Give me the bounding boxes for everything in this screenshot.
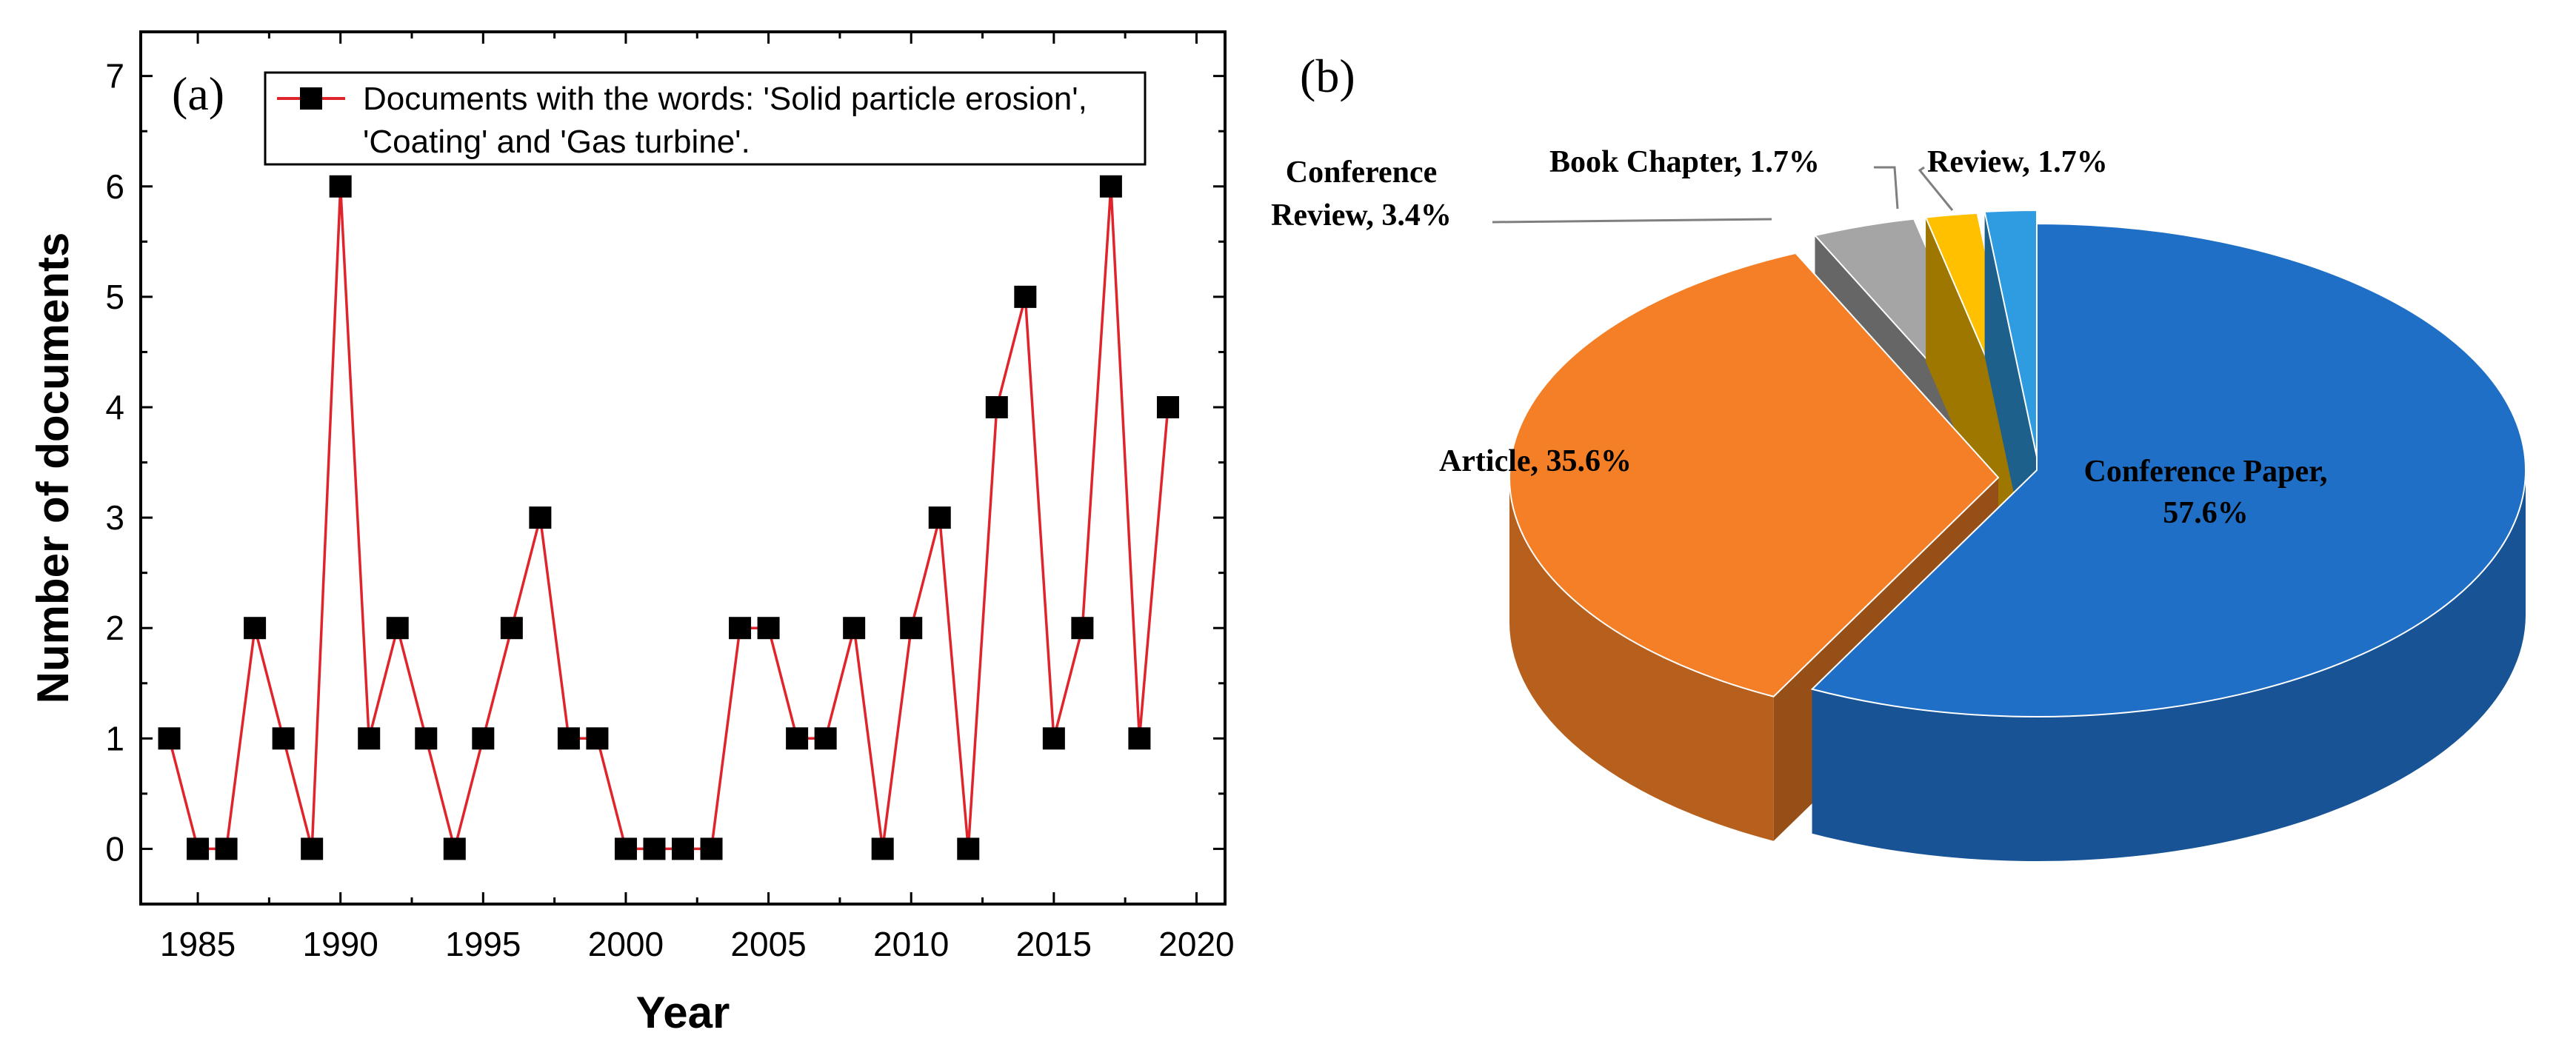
data-point xyxy=(729,617,752,640)
slice-top xyxy=(1509,252,2000,697)
panel-label-a: (a) xyxy=(172,67,224,120)
legend-box xyxy=(264,71,1147,166)
pie-label: Article, 35.6% xyxy=(1439,444,1632,478)
pie-label: Review, 1.7% xyxy=(1927,145,2108,179)
y-tick-label: 2 xyxy=(105,609,124,647)
slice-top xyxy=(1810,222,2526,717)
x-axis-title: Year xyxy=(636,988,730,1037)
data-point xyxy=(329,175,352,198)
data-point xyxy=(814,727,837,750)
legend-text-line-1: Documents with the words: 'Solid particl… xyxy=(363,81,1087,117)
y-tick-labels: 0 1 2 3 4 5 6 7 xyxy=(105,57,124,869)
data-point xyxy=(672,837,694,860)
plot-frame xyxy=(139,30,1227,906)
pie xyxy=(1509,209,2526,861)
data-point xyxy=(244,617,267,640)
data-point xyxy=(1128,727,1151,750)
data-point xyxy=(500,617,523,640)
data-point xyxy=(586,727,609,750)
legend-text-line-2: 'Coating' and 'Gas turbine'. xyxy=(363,124,750,160)
x-tick-label: 2020 xyxy=(1158,925,1234,963)
y-tick-label: 0 xyxy=(105,829,124,868)
slice-top xyxy=(1983,209,2038,458)
data-point xyxy=(1156,395,1179,418)
data-point xyxy=(272,727,295,750)
data-point xyxy=(957,837,980,860)
data-point xyxy=(900,617,923,640)
legend: Documents with the words: 'Solid particl… xyxy=(264,71,1147,166)
axis-ticks xyxy=(141,32,1225,904)
series-polyline xyxy=(167,186,1169,854)
data-point xyxy=(1014,285,1037,308)
data-point xyxy=(158,727,181,750)
panel-label-b: (b) xyxy=(1300,50,1355,102)
data-point xyxy=(700,837,723,860)
slice-side xyxy=(1509,478,1774,841)
y-tick-label: 6 xyxy=(105,167,124,206)
data-point xyxy=(614,837,637,860)
data-point xyxy=(415,727,438,750)
pie-label: Conference xyxy=(1286,155,1437,190)
x-tick-labels: 1985 1990 1995 2000 2005 2010 2015 2020 xyxy=(160,925,1235,963)
y-axis-title: Number of documents xyxy=(28,232,78,704)
data-point xyxy=(1099,175,1122,198)
data-point xyxy=(643,837,666,860)
data-point xyxy=(215,837,238,860)
data-point xyxy=(472,727,495,750)
pie-labels: Conference Paper, 57.6% Article, 35.6% Conf… xyxy=(1271,145,2327,530)
series-markers xyxy=(158,175,1179,860)
data-point xyxy=(757,617,780,640)
data-point xyxy=(386,617,409,640)
pie-label: Book Chapter, 1.7% xyxy=(1549,145,1820,179)
data-point xyxy=(985,395,1008,418)
slice-side xyxy=(1812,470,2526,861)
data-point xyxy=(1071,617,1094,640)
pie-slice-conference-paper xyxy=(1810,222,2526,861)
data-point xyxy=(443,837,466,860)
pie-label: Review, 3.4% xyxy=(1271,198,1452,232)
data-point xyxy=(358,727,381,750)
x-tick-label: 1985 xyxy=(160,925,236,963)
y-tick-label: 1 xyxy=(105,719,124,757)
leader-line xyxy=(1918,166,1954,211)
data-point xyxy=(187,837,210,860)
data-point xyxy=(786,727,809,750)
x-tick-label: 2005 xyxy=(730,925,806,963)
series-line xyxy=(167,186,1169,854)
x-tick-label: 2000 xyxy=(588,925,664,963)
leader-line xyxy=(1874,166,1899,210)
data-point xyxy=(301,837,324,860)
y-tick-label: 5 xyxy=(105,278,124,316)
pie-chart-panel: (b) Conference Paper, 57.6% Article, 35.6%… xyxy=(1271,50,2526,861)
data-point xyxy=(557,727,580,750)
pie-label: Conference Paper, xyxy=(2084,455,2328,489)
y-tick-label: 7 xyxy=(105,57,124,96)
leader-line xyxy=(1492,218,1772,224)
data-point xyxy=(1042,727,1065,750)
line-chart-panel: 1985 1990 1995 2000 2005 2010 2015 2020 0 1 2 3 4 5 6… xyxy=(28,30,1235,1037)
pie-label: 57.6% xyxy=(2163,496,2249,530)
data-point xyxy=(871,837,894,860)
data-point xyxy=(529,506,552,529)
data-point xyxy=(928,506,951,529)
x-tick-label: 1995 xyxy=(445,925,521,963)
x-tick-label: 2015 xyxy=(1016,925,1092,963)
x-tick-label: 1990 xyxy=(303,925,378,963)
legend-marker-swatch xyxy=(300,87,322,110)
y-tick-label: 3 xyxy=(105,498,124,537)
x-tick-label: 2010 xyxy=(873,925,949,963)
data-point xyxy=(843,617,866,640)
y-tick-label: 4 xyxy=(105,388,124,426)
